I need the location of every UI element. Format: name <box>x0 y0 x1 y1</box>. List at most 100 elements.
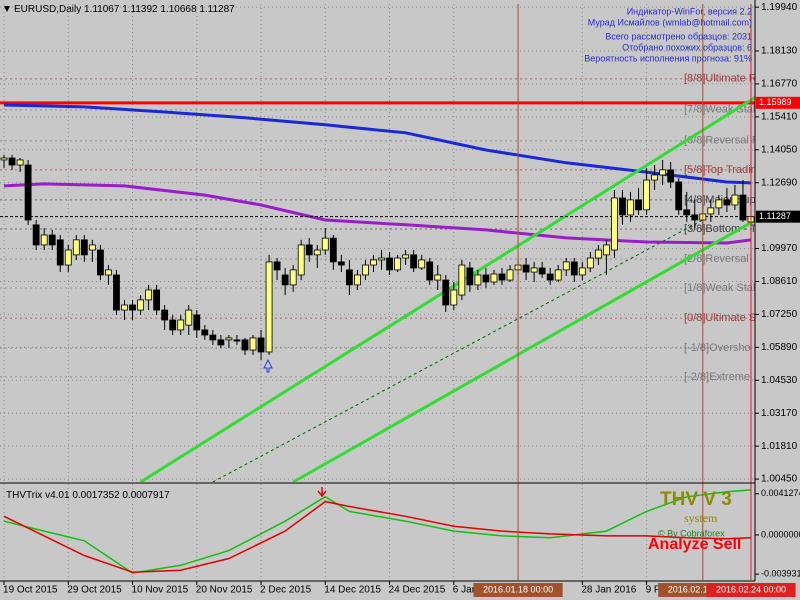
candle-body <box>137 299 144 311</box>
date-marker-box <box>473 583 563 597</box>
candle-body <box>329 237 337 263</box>
brand: THV V 3 <box>660 489 732 510</box>
candle-body <box>8 157 16 166</box>
y-tick-label: 1.09970 <box>761 243 798 254</box>
info-line: Мурад Исмайлов (wmlab@hotmail.com) <box>588 17 752 27</box>
candle-body <box>715 199 723 209</box>
red-level-label: 1.15989 <box>759 97 792 107</box>
candle-body <box>209 334 217 341</box>
current-price-box <box>756 210 800 223</box>
last-close: 1.11287 <box>199 4 235 15</box>
credit: © By Cobraforex <box>658 528 725 538</box>
indicator-reading: 0.0007917 <box>122 490 170 501</box>
x-tick-label: 20 Nov 2015 <box>196 585 253 596</box>
indicator-line <box>3 500 752 573</box>
y-tick-label: 1.16770 <box>761 79 798 90</box>
candle-body <box>72 239 80 256</box>
last-low: 1.10668 <box>160 4 197 15</box>
candle-body <box>105 269 112 276</box>
info-line: Всего рассмотрено образцов: 2031 <box>605 31 752 41</box>
y-tick-label: 1.18130 <box>761 46 798 57</box>
info-line: Индикатор-WinFor, версия 2.2 <box>627 6 752 16</box>
candle-body <box>442 279 450 306</box>
y-tick-label: 1.04530 <box>761 375 798 386</box>
overlay-line <box>3 182 752 245</box>
candle-body <box>193 314 201 331</box>
candle-body <box>458 264 466 296</box>
date-marker-label: 2016.02.24 00:00 <box>716 584 786 594</box>
candle-body <box>177 319 185 331</box>
candle-body <box>354 274 361 286</box>
level-label: [5/8]Top Tradin <box>684 164 757 176</box>
candle-body <box>145 289 152 301</box>
y-tick-label: 1.19940 <box>761 2 798 13</box>
candle-body <box>225 337 233 341</box>
last-open: 1.11067 <box>84 4 120 15</box>
candle-body <box>651 174 659 181</box>
candle-body <box>313 249 321 256</box>
candle-body <box>88 244 96 251</box>
indicator-line <box>3 489 752 574</box>
candle-body <box>627 199 634 216</box>
overlay-line <box>139 95 755 482</box>
current-price-label: 1.11287 <box>759 211 791 221</box>
red-level-box <box>756 96 800 109</box>
candle-body <box>723 199 731 206</box>
y-tick-label: 1.08610 <box>761 276 798 287</box>
symbol-icon <box>4 6 10 12</box>
candle-body <box>257 337 265 353</box>
y-tick-label: 1.15410 <box>761 111 798 122</box>
candle-body <box>345 269 353 286</box>
candle-body <box>153 289 161 311</box>
candle-body <box>410 254 418 269</box>
buy-arrow <box>263 358 273 373</box>
x-tick-label: 2 Dec 2015 <box>260 585 312 596</box>
y2-tick-label: 0.0041274 <box>761 488 800 498</box>
level-label: [6/8]Reversal R <box>684 135 760 147</box>
candle-body <box>402 254 410 259</box>
candle-body <box>129 304 136 311</box>
candle-body <box>594 249 602 259</box>
y2-tick-label: 0.0000000 <box>761 529 800 539</box>
candle-body <box>619 197 626 216</box>
candle-body <box>586 257 594 269</box>
candle-body <box>418 259 426 269</box>
y-tick-label: 1.07250 <box>761 309 798 320</box>
candle-body <box>739 194 747 221</box>
sell-arrow <box>317 487 327 498</box>
candle-body <box>161 309 169 321</box>
candle-body <box>169 319 177 331</box>
candle-body <box>490 273 498 283</box>
x-tick-label: 14 Dec 2015 <box>324 585 381 596</box>
candle-body <box>241 339 249 351</box>
candle-body <box>297 244 305 276</box>
candle-body <box>273 261 281 271</box>
candle-body <box>538 267 546 275</box>
candle-body <box>394 257 401 271</box>
candle-body <box>233 339 241 342</box>
candle-body <box>113 274 120 311</box>
y-tick-label: 1.14050 <box>761 144 798 155</box>
date-marker-box <box>706 583 796 597</box>
brand-sub: system <box>684 511 718 525</box>
indicator-name: THVTrix v4.01 <box>6 490 70 501</box>
candle-body <box>281 274 289 286</box>
candle-body <box>362 264 369 276</box>
level-label: [2/8]Reversal <box>684 253 749 265</box>
level-label: [7/8]Weak Stal <box>684 104 755 116</box>
candle-body <box>675 181 683 211</box>
signal: Analyze Sell <box>648 536 741 553</box>
indicator-reading: 0.0017352 <box>72 490 120 501</box>
x-tick-label: 24 Dec 2015 <box>389 585 446 596</box>
x-tick-label: 19 Oct 2015 <box>3 585 58 596</box>
info-line: Отобрано похожих образцов: 6 <box>622 42 752 52</box>
last-high: 1.11392 <box>122 4 158 15</box>
level-label: [-2/8]Extreme <box>684 371 750 383</box>
x-tick-label: 10 Nov 2015 <box>132 585 189 596</box>
candle-body <box>217 339 225 346</box>
candle-body <box>40 234 48 246</box>
candle-body <box>474 274 482 286</box>
candle-body <box>434 274 442 281</box>
